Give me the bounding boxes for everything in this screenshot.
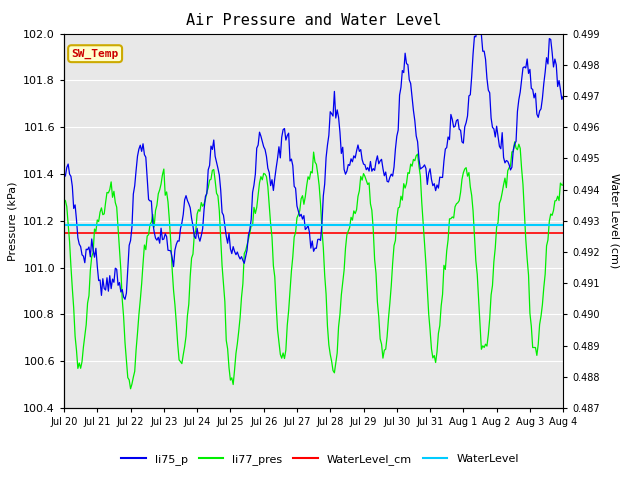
Y-axis label: Pressure (kPa): Pressure (kPa)	[8, 181, 18, 261]
Text: SW_Temp: SW_Temp	[72, 48, 119, 59]
Title: Air Pressure and Water Level: Air Pressure and Water Level	[186, 13, 442, 28]
Legend: li75_p, li77_pres, WaterLevel_cm, WaterLevel: li75_p, li77_pres, WaterLevel_cm, WaterL…	[117, 450, 523, 469]
Y-axis label: Water Level (cm): Water Level (cm)	[609, 173, 620, 268]
